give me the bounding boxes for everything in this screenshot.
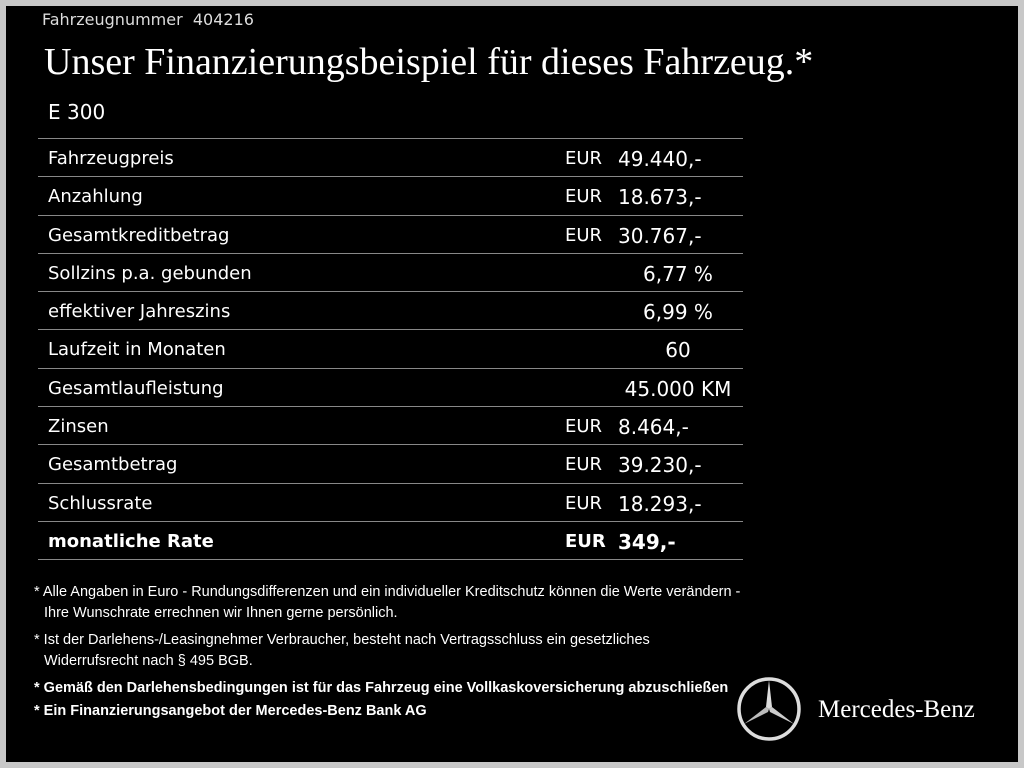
- footnote: * Alle Angaben in Euro - Rundungsdiffere…: [34, 584, 741, 621]
- finance-table: Fahrzeugpreis EUR 49.440,- Anzahlung EUR 18.6…: [38, 138, 743, 561]
- brand-name: Mercedes-Benz: [818, 696, 975, 723]
- row-amount: 60: [665, 338, 691, 363]
- row-label: Zinsen: [48, 416, 109, 438]
- row-currency: EUR: [565, 416, 603, 438]
- vehicle-number: Fahrzeugnummer 404216: [42, 10, 254, 29]
- footnotes: * Alle Angaben in Euro - Rundungsdiffere…: [34, 582, 744, 724]
- row-currency: EUR: [565, 186, 603, 208]
- row-amount: 49.440,-: [618, 147, 702, 171]
- table-row: Zinsen EUR 8.464,-: [38, 406, 743, 444]
- vehicle-number-label: Fahrzeugnummer: [42, 10, 183, 29]
- row-currency: EUR: [565, 454, 603, 476]
- row-label: Laufzeit in Monaten: [48, 339, 226, 361]
- row-amount: 349,-: [618, 529, 676, 554]
- table-row: Anzahlung EUR 18.673,-: [38, 176, 743, 214]
- footnote: * Gemäß den Darlehensbedingungen ist für…: [34, 680, 729, 696]
- row-label: Gesamtkreditbetrag: [48, 224, 230, 246]
- row-label: Sollzins p.a. gebunden: [48, 262, 252, 284]
- row-label: Fahrzeugpreis: [48, 148, 174, 169]
- ad-panel: Fahrzeugnummer 404216 Unser Finanzierung…: [6, 6, 1018, 762]
- row-currency: EUR: [565, 492, 603, 514]
- table-row: effektiver Jahreszins 6,99 %: [38, 291, 743, 329]
- footnote: * Ist der Darlehens-/Leasingnehmer Verbr…: [34, 632, 650, 669]
- vehicle-number-value: 404216: [192, 10, 254, 29]
- row-label: Gesamtlaufleistung: [48, 377, 224, 399]
- row-currency: EUR: [565, 224, 603, 246]
- table-row: monatliche Rate EUR 349,-: [38, 520, 743, 561]
- table-row: Sollzins p.a. gebunden 6,77 %: [38, 252, 743, 291]
- row-amount: 30.767,-: [618, 223, 702, 248]
- row-label: Gesamtbetrag: [48, 454, 178, 476]
- table-row: Gesamtlaufleistung 45.000 KM: [38, 367, 743, 406]
- table-row: Fahrzeugpreis EUR 49.440,-: [38, 138, 743, 176]
- row-currency: EUR: [565, 148, 603, 169]
- brand-logo: [737, 677, 801, 741]
- title: Unser Finanzierungsbeispiel für dieses F…: [44, 41, 814, 83]
- footnote: * Ein Finanzierungsangebot der Mercedes-…: [34, 703, 427, 719]
- row-amount: 6,77 %: [643, 261, 713, 286]
- table-row: Gesamtkreditbetrag EUR 30.767,-: [38, 214, 743, 253]
- table-row: Laufzeit in Monaten 60: [38, 329, 743, 367]
- row-label: Schlussrate: [48, 492, 153, 514]
- table-row: Schlussrate EUR 18.293,-: [38, 482, 743, 521]
- table-row: Gesamtbetrag EUR 39.230,-: [38, 444, 743, 482]
- row-amount: 39.230,-: [618, 453, 702, 478]
- row-label: Anzahlung: [48, 186, 143, 208]
- row-label: monatliche Rate: [48, 530, 214, 552]
- row-currency: EUR: [565, 530, 606, 552]
- row-amount: 8.464,-: [618, 415, 689, 440]
- row-label: effektiver Jahreszins: [48, 301, 231, 323]
- row-amount: 45.000 KM: [624, 376, 732, 401]
- row-amount: 6,99 %: [643, 300, 713, 325]
- row-amount: 18.673,-: [618, 185, 702, 210]
- model: E 300: [48, 100, 106, 124]
- row-amount: 18.293,-: [618, 491, 702, 516]
